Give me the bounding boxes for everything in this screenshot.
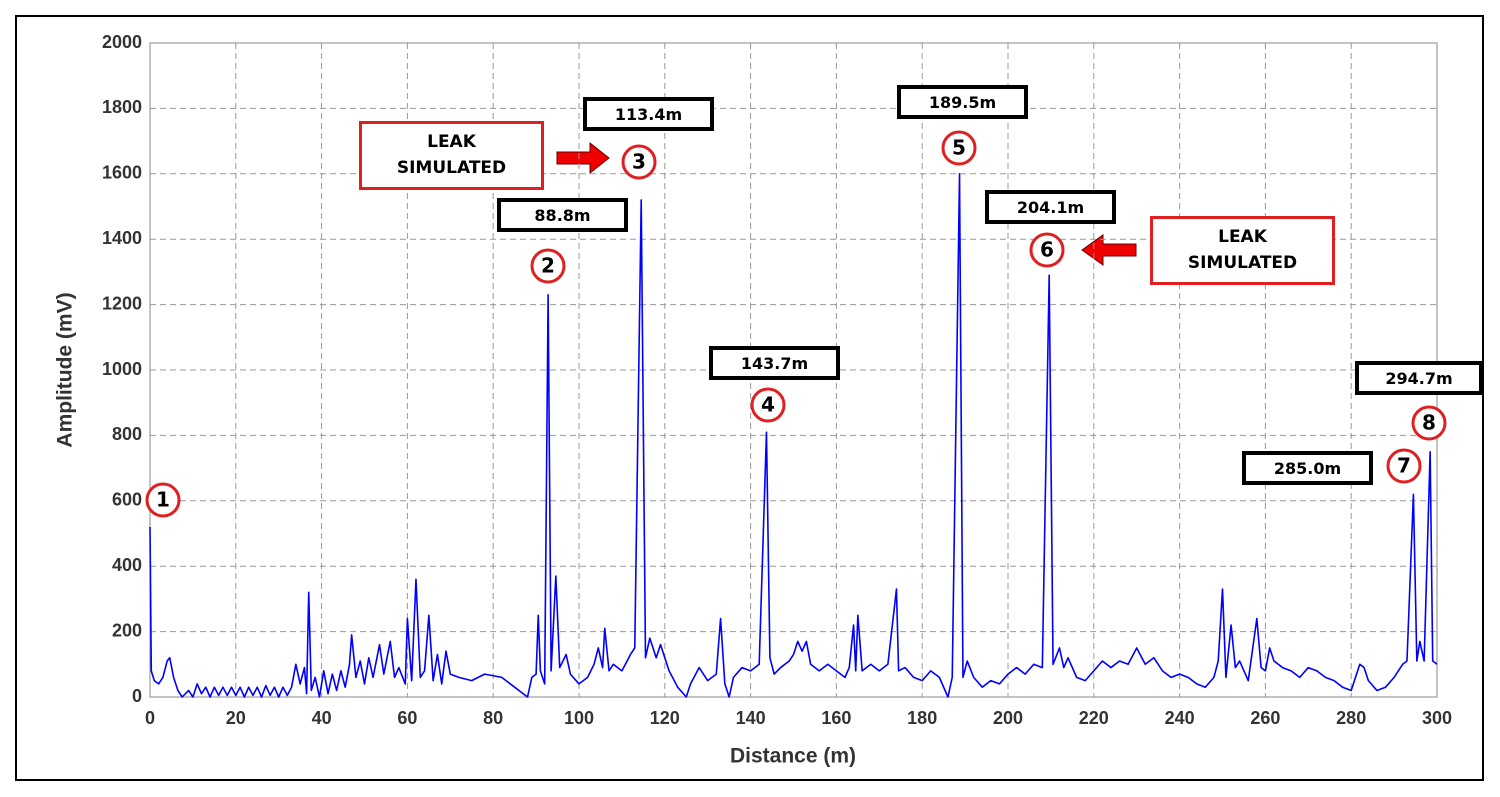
arrow <box>556 141 610 175</box>
arrow <box>1081 234 1137 266</box>
marker-circle <box>1411 405 1447 441</box>
distance-label: 88.8m <box>497 198 628 232</box>
distance-label: 204.1m <box>985 190 1116 224</box>
distance-label: 189.5m <box>897 85 1028 119</box>
y-tick-label: 800 <box>112 424 142 444</box>
distance-label: 113.4m <box>583 97 714 131</box>
x-tick-label: 180 <box>907 708 937 728</box>
x-tick-label: 20 <box>226 708 246 728</box>
x-tick-label: 120 <box>650 708 680 728</box>
signal-line <box>149 173 1438 698</box>
marker-label: 5 <box>952 136 966 160</box>
y-tick-label: 600 <box>112 490 142 510</box>
marker-circle <box>145 482 181 518</box>
x-tick-label: 260 <box>1250 708 1280 728</box>
x-axis-label: Distance (m) <box>730 745 856 768</box>
y-tick-label: 1000 <box>102 359 142 379</box>
marker-circle <box>530 248 566 284</box>
marker-circle <box>621 144 657 180</box>
x-tick-label: 140 <box>736 708 766 728</box>
marker-label: 4 <box>761 393 775 417</box>
marker-circle <box>1386 448 1422 484</box>
y-tick-label: 400 <box>112 555 142 575</box>
y-tick-label: 1200 <box>102 293 142 313</box>
x-tick-label: 200 <box>993 708 1023 728</box>
y-tick-label: 1600 <box>102 163 142 183</box>
x-tick-label: 160 <box>821 708 851 728</box>
x-tick-label: 300 <box>1422 708 1452 728</box>
marker-label: 2 <box>541 254 555 278</box>
marker-label: 8 <box>1422 411 1436 435</box>
x-tick-label: 240 <box>1165 708 1195 728</box>
marker-label: 3 <box>632 150 646 174</box>
distance-label: 285.0m <box>1242 451 1373 485</box>
y-tick-label: 1400 <box>102 228 142 248</box>
marker-label: 6 <box>1040 238 1054 262</box>
x-tick-label: 100 <box>564 708 594 728</box>
leak-label: LEAK SIMULATED <box>1150 216 1335 285</box>
x-tick-label: 40 <box>312 708 332 728</box>
distance-label: 143.7m <box>709 346 840 380</box>
x-tick-label: 80 <box>483 708 503 728</box>
distance-label: 294.7m <box>1355 361 1483 395</box>
x-tick-label: 60 <box>397 708 417 728</box>
leak-label: LEAK SIMULATED <box>359 121 544 190</box>
y-tick-label: 200 <box>112 620 142 640</box>
y-tick-label: 2000 <box>102 32 142 52</box>
marker-label: 7 <box>1397 454 1411 478</box>
y-axis-label: Amplitude (mV) <box>54 292 77 447</box>
frame <box>15 15 1484 781</box>
x-tick-label: 280 <box>1336 708 1366 728</box>
x-tick-label: 220 <box>1079 708 1109 728</box>
y-tick-label: 0 <box>132 686 142 706</box>
marker-circle <box>941 130 977 166</box>
marker-circle <box>750 387 786 423</box>
y-tick-label: 1800 <box>102 97 142 117</box>
x-tick-label: 0 <box>145 708 155 728</box>
marker-circle <box>1029 232 1065 268</box>
marker-label: 1 <box>156 488 170 512</box>
